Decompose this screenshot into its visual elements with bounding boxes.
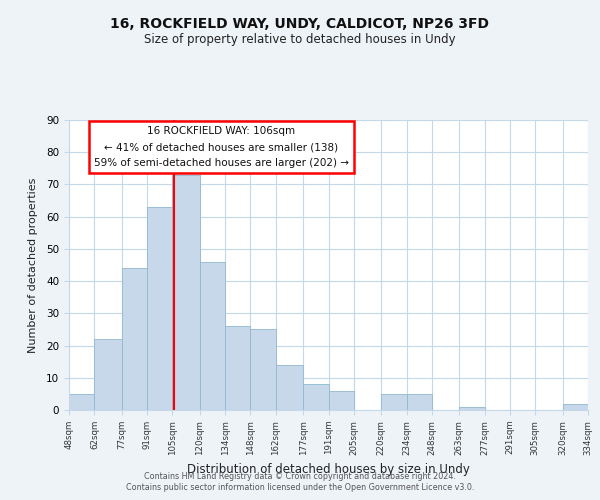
Bar (407, 394, 432, 410)
Bar (147, 207, 172, 410)
Bar (172, 175, 200, 410)
Bar (563, 404, 588, 410)
Bar (225, 326, 250, 410)
Text: Contains HM Land Registry data © Crown copyright and database right 2024.: Contains HM Land Registry data © Crown c… (144, 472, 456, 481)
Bar (303, 384, 329, 410)
Bar (94, 339, 122, 410)
Text: 16, ROCKFIELD WAY, UNDY, CALDICOT, NP26 3FD: 16, ROCKFIELD WAY, UNDY, CALDICOT, NP26 … (110, 18, 490, 32)
Bar (200, 262, 225, 410)
Text: Contains public sector information licensed under the Open Government Licence v3: Contains public sector information licen… (126, 484, 474, 492)
Bar (122, 268, 147, 410)
Bar (276, 365, 303, 410)
Bar (459, 407, 485, 410)
Text: Size of property relative to detached houses in Undy: Size of property relative to detached ho… (144, 32, 456, 46)
Bar (69, 394, 94, 410)
Bar (329, 390, 354, 410)
Y-axis label: Number of detached properties: Number of detached properties (28, 178, 38, 352)
Bar (381, 394, 407, 410)
Text: 16 ROCKFIELD WAY: 106sqm
← 41% of detached houses are smaller (138)
59% of semi-: 16 ROCKFIELD WAY: 106sqm ← 41% of detach… (94, 126, 349, 168)
X-axis label: Distribution of detached houses by size in Undy: Distribution of detached houses by size … (187, 463, 470, 476)
Bar (250, 330, 276, 410)
